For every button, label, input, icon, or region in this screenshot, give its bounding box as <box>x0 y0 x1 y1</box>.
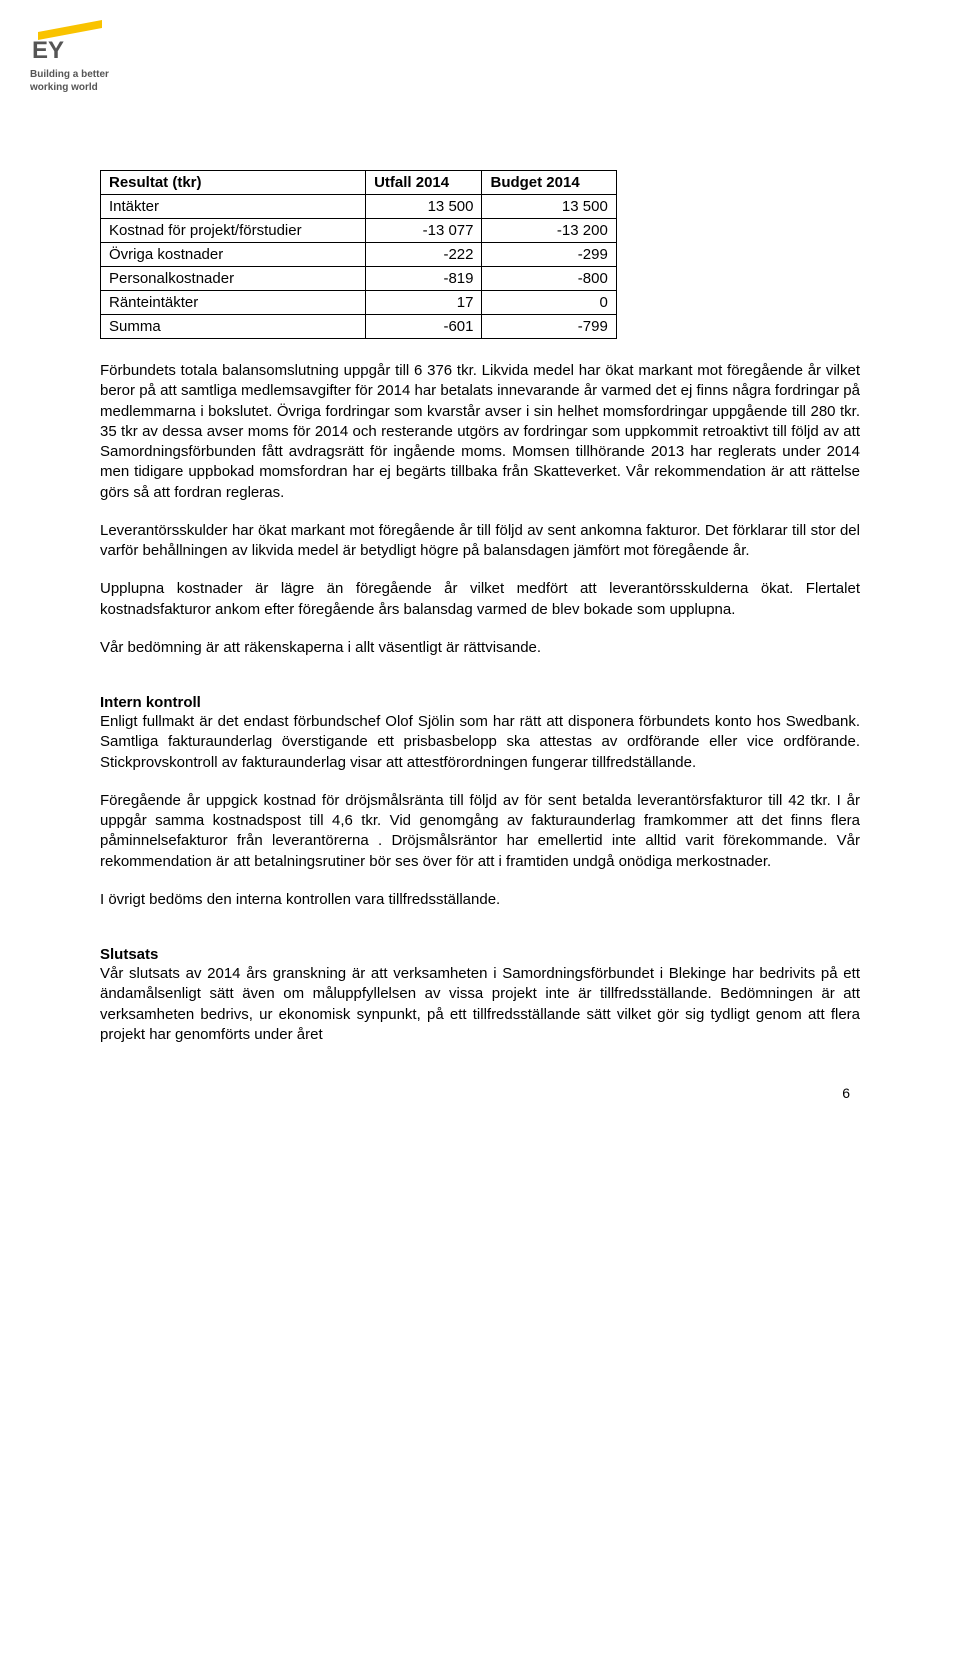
page: Resultat (tkr) Utfall 2014 Budget 2014 I… <box>0 0 960 1141</box>
cell-label: Personalkostnader <box>101 267 366 291</box>
body-paragraph: Vår bedömning är att räkenskaperna i all… <box>100 638 860 658</box>
cell-value: -799 <box>482 315 616 339</box>
cell-value: 13 500 <box>482 195 616 219</box>
cell-label: Intäkter <box>101 195 366 219</box>
table-row: Personalkostnader -819 -800 <box>101 267 617 291</box>
cell-value: -299 <box>482 243 616 267</box>
cell-value: 0 <box>482 291 616 315</box>
body-paragraph: Vår slutsats av 2014 års granskning är a… <box>100 964 860 1045</box>
table-row: Summa -601 -799 <box>101 315 617 339</box>
section-heading-intern: Intern kontroll <box>100 694 860 711</box>
cell-value: -13 077 <box>366 219 482 243</box>
col-head-budget: Budget 2014 <box>482 171 616 195</box>
cell-value: -819 <box>366 267 482 291</box>
cell-label: Övriga kostnader <box>101 243 366 267</box>
body-paragraph: Föregående år uppgick kostnad för dröjsm… <box>100 791 860 872</box>
results-table: Resultat (tkr) Utfall 2014 Budget 2014 I… <box>100 170 617 339</box>
logo-tagline: Building a better working world <box>30 69 170 94</box>
page-number: 6 <box>100 1085 860 1101</box>
col-head-label: Resultat (tkr) <box>101 171 366 195</box>
table-row: Övriga kostnader -222 -299 <box>101 243 617 267</box>
ey-logo-icon: EY <box>30 20 110 60</box>
cell-label: Kostnad för projekt/förstudier <box>101 219 366 243</box>
cell-value: -800 <box>482 267 616 291</box>
cell-label: Summa <box>101 315 366 339</box>
cell-value: 13 500 <box>366 195 482 219</box>
cell-value: -601 <box>366 315 482 339</box>
cell-value: -222 <box>366 243 482 267</box>
section-heading-slutsats: Slutsats <box>100 946 860 963</box>
table-header-row: Resultat (tkr) Utfall 2014 Budget 2014 <box>101 171 617 195</box>
tagline-line2: working world <box>30 82 98 93</box>
cell-label: Ränteintäkter <box>101 291 366 315</box>
tagline-line1: Building a better <box>30 69 109 80</box>
cell-value: -13 200 <box>482 219 616 243</box>
body-paragraph: I övrigt bedöms den interna kontrollen v… <box>100 890 860 910</box>
body-paragraph: Leverantörsskulder har ökat markant mot … <box>100 521 860 562</box>
content: Resultat (tkr) Utfall 2014 Budget 2014 I… <box>100 170 860 1101</box>
svg-text:EY: EY <box>32 37 64 60</box>
table-row: Kostnad för projekt/förstudier -13 077 -… <box>101 219 617 243</box>
table-row: Ränteintäkter 17 0 <box>101 291 617 315</box>
table-row: Intäkter 13 500 13 500 <box>101 195 617 219</box>
col-head-utfall: Utfall 2014 <box>366 171 482 195</box>
logo-block: EY Building a better working world <box>30 20 170 94</box>
body-paragraph: Enligt fullmakt är det endast förbundsch… <box>100 712 860 773</box>
body-paragraph: Förbundets totala balansomslutning uppgå… <box>100 361 860 503</box>
body-paragraph: Upplupna kostnader är lägre än föregåend… <box>100 579 860 620</box>
cell-value: 17 <box>366 291 482 315</box>
